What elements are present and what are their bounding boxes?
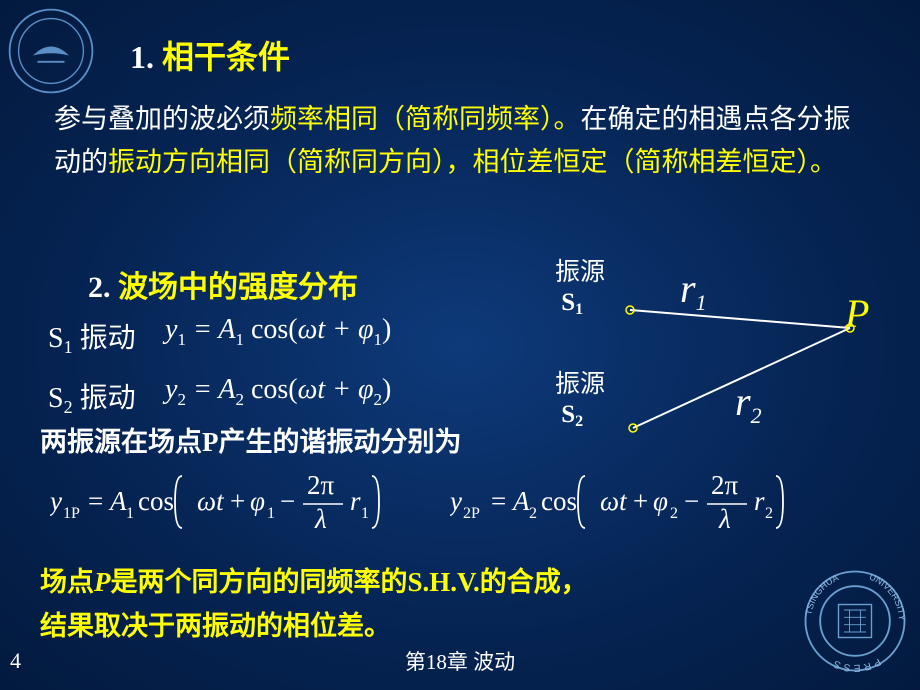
svg-text:2: 2 <box>765 505 773 522</box>
svg-text:y: y <box>450 486 462 516</box>
svg-text:2π: 2π <box>711 470 739 500</box>
field-point-text: 两振源在场点P产生的谐振动分别为 <box>40 420 462 459</box>
svg-text:ωt: ωt <box>600 486 628 516</box>
para1-a: 参与叠加的波必须 <box>54 104 270 134</box>
svg-text:=: = <box>491 486 506 516</box>
svg-text:λ: λ <box>718 504 731 534</box>
para1-d: 振动方向相同（简称同方向），相位差恒定（简称相差恒定）。 <box>108 147 837 177</box>
svg-text:2: 2 <box>529 505 537 522</box>
equation-y1p: y1P = A1 cos ωt + φ1 − 2π λ r1 <box>50 462 430 542</box>
svg-text:1P: 1P <box>63 505 80 522</box>
equation-y2: y2 = A2 cos(ωt + φ2) <box>165 374 391 406</box>
svg-text:cos: cos <box>138 486 174 516</box>
s2-vibration-label: S2 振动 <box>48 376 136 416</box>
svg-text:y: y <box>50 486 62 516</box>
svg-text:cos: cos <box>541 486 577 516</box>
svg-text:r: r <box>350 486 361 516</box>
equation-y1: y1 = A1 cos(ωt + φ1) <box>165 314 391 346</box>
svg-text:=: = <box>88 486 103 516</box>
svg-text:φ: φ <box>250 486 265 516</box>
heading1-number: 1. <box>130 39 154 75</box>
source-diagram <box>555 260 895 440</box>
heading-coherence-conditions: 1. 相干条件 <box>130 32 290 78</box>
equation-y2p: y2P = A2 cos ωt + φ2 − 2π λ r2 <box>450 462 830 542</box>
s1-vibration-label: S1 振动 <box>48 316 136 356</box>
svg-text:2: 2 <box>670 505 678 522</box>
svg-text:φ: φ <box>653 486 668 516</box>
university-logo-top-left <box>6 6 96 96</box>
svg-text:−: − <box>280 486 295 516</box>
conclusion-line2: 结果取决于两振动的相位差。 <box>40 604 391 643</box>
svg-text:2π: 2π <box>307 470 335 500</box>
svg-text:UNIVERSITY: UNIVERSITY <box>868 572 907 621</box>
svg-text:ωt: ωt <box>197 486 225 516</box>
chapter-footer: 第18章 波动 <box>0 646 920 676</box>
svg-text:A: A <box>511 486 530 516</box>
svg-text:+: + <box>230 486 245 516</box>
heading1-text: 相干条件 <box>162 39 290 75</box>
svg-text:1: 1 <box>361 505 369 522</box>
heading2-number: 2. <box>88 271 111 304</box>
svg-text:+: + <box>633 486 648 516</box>
heading2-text: 波场中的强度分布 <box>118 271 358 304</box>
para1-b: 频率相同（简称同频率）。 <box>270 104 581 134</box>
heading-intensity-distribution: 2. 波场中的强度分布 <box>88 262 358 306</box>
svg-text:2P: 2P <box>463 505 480 522</box>
svg-text:λ: λ <box>314 504 327 534</box>
coherence-paragraph: 参与叠加的波必须频率相同（简称同频率）。在确定的相遇点各分振动的振动方向相同（简… <box>54 98 874 184</box>
svg-text:1: 1 <box>267 505 275 522</box>
svg-text:1: 1 <box>126 505 134 522</box>
svg-text:A: A <box>108 486 127 516</box>
svg-text:−: − <box>684 486 699 516</box>
svg-text:r: r <box>754 486 765 516</box>
conclusion-line1: 场点P是两个同方向的同频率的S.H.V.的合成， <box>40 560 588 599</box>
